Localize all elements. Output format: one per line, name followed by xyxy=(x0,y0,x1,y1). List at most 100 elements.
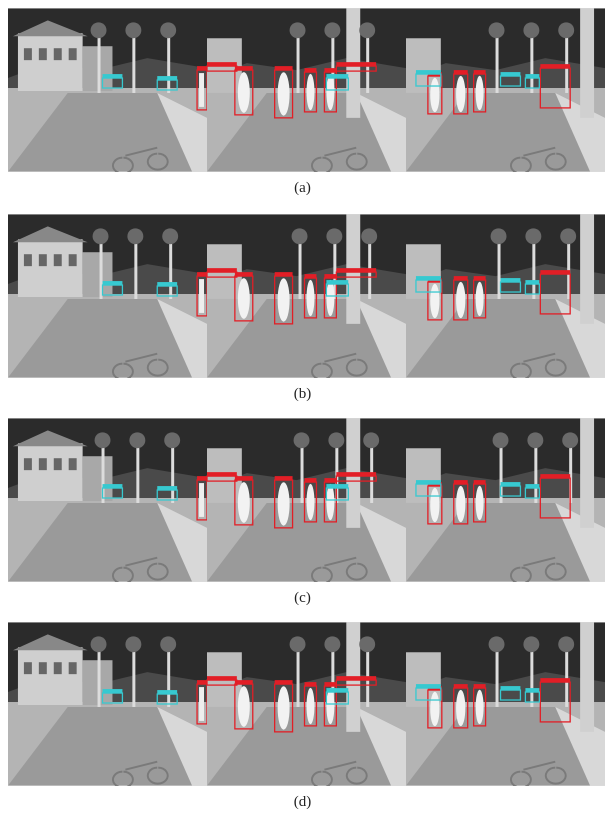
detection-box xyxy=(156,693,178,705)
person xyxy=(277,686,290,730)
palm-crown xyxy=(162,228,179,245)
roof xyxy=(12,634,88,651)
detection-box xyxy=(539,681,571,723)
sidewalk xyxy=(157,706,207,786)
detection-box xyxy=(335,271,377,278)
person xyxy=(430,283,440,319)
detection-box xyxy=(196,69,208,111)
sidewalk xyxy=(356,298,406,378)
detection-box xyxy=(156,489,178,501)
palm-trunk xyxy=(370,438,374,503)
palm-trunk xyxy=(495,28,499,93)
detection-box xyxy=(325,487,349,501)
palm-crown xyxy=(164,432,181,449)
sidewalk xyxy=(157,298,207,378)
detection-box xyxy=(101,692,124,704)
person xyxy=(306,279,315,317)
bicycle xyxy=(111,556,169,582)
palm-trunk xyxy=(335,438,339,503)
box-fill xyxy=(274,272,293,277)
box-fill xyxy=(324,682,337,687)
box-fill xyxy=(324,478,337,483)
panel-caption: (a) xyxy=(294,180,311,196)
palm-trunk xyxy=(532,234,536,299)
detection-box xyxy=(323,481,337,523)
road-dark xyxy=(8,92,207,172)
box-fill xyxy=(304,274,317,279)
box-fill xyxy=(473,276,486,281)
bicycle xyxy=(310,146,368,172)
detection-box xyxy=(473,279,487,319)
person xyxy=(237,686,250,727)
box-fill xyxy=(304,478,317,483)
detection-box xyxy=(473,73,487,113)
detection-box xyxy=(101,77,124,89)
box-fill xyxy=(326,688,349,693)
panel-images xyxy=(8,418,605,582)
bicycle xyxy=(111,146,169,172)
palm-crown xyxy=(160,22,177,39)
palm-crown xyxy=(125,636,142,653)
detection-box xyxy=(427,281,443,321)
person xyxy=(326,687,335,725)
palm-trunk xyxy=(136,438,140,503)
palm-crown xyxy=(326,228,343,245)
person xyxy=(326,483,335,521)
bicycle xyxy=(509,146,567,172)
palm-trunk xyxy=(296,28,300,93)
road-dark xyxy=(8,298,207,378)
panel-caption: (c) xyxy=(294,590,311,606)
sidewalk xyxy=(356,706,406,786)
detection-box xyxy=(453,687,469,729)
sidewalk xyxy=(356,502,406,582)
window xyxy=(68,48,77,61)
palm-trunk xyxy=(171,438,175,503)
window xyxy=(38,662,47,675)
palm-crown xyxy=(359,22,376,39)
box-fill xyxy=(157,76,178,81)
box-fill xyxy=(525,280,540,285)
palm-crown xyxy=(92,228,109,245)
road-dark xyxy=(406,502,605,582)
box-fill xyxy=(324,274,337,279)
palm-crown xyxy=(90,636,107,653)
box-fill xyxy=(326,74,349,79)
window xyxy=(53,662,62,675)
window xyxy=(38,458,47,471)
person xyxy=(430,691,440,727)
person xyxy=(306,483,315,521)
window xyxy=(68,662,77,675)
building xyxy=(82,456,113,501)
palm-crown xyxy=(562,432,579,449)
window xyxy=(68,458,77,471)
box-fill xyxy=(326,484,349,489)
palm-crown xyxy=(328,432,345,449)
detection-box xyxy=(323,277,337,319)
person xyxy=(199,483,205,517)
box-fill xyxy=(102,281,123,286)
palm-trunk xyxy=(134,234,138,299)
building xyxy=(17,647,83,705)
thermal-image xyxy=(206,8,406,172)
detection-box xyxy=(234,683,254,730)
window xyxy=(53,458,62,471)
detection-box xyxy=(539,273,571,315)
detection-box xyxy=(415,687,442,701)
column xyxy=(580,8,595,118)
person xyxy=(306,687,315,725)
window xyxy=(23,48,32,61)
box-fill xyxy=(207,268,237,273)
palm-crown xyxy=(289,636,306,653)
thermal-image xyxy=(406,418,605,582)
box-fill xyxy=(274,680,293,685)
panel-caption: (d) xyxy=(293,794,312,810)
palm-crown xyxy=(488,636,505,653)
sidewalk xyxy=(157,92,207,172)
detection-box xyxy=(453,483,469,525)
road-dark xyxy=(406,298,605,378)
detection-box xyxy=(325,77,349,91)
detection-box xyxy=(473,483,487,523)
palm-trunk xyxy=(296,642,300,707)
palm-trunk xyxy=(530,28,534,93)
